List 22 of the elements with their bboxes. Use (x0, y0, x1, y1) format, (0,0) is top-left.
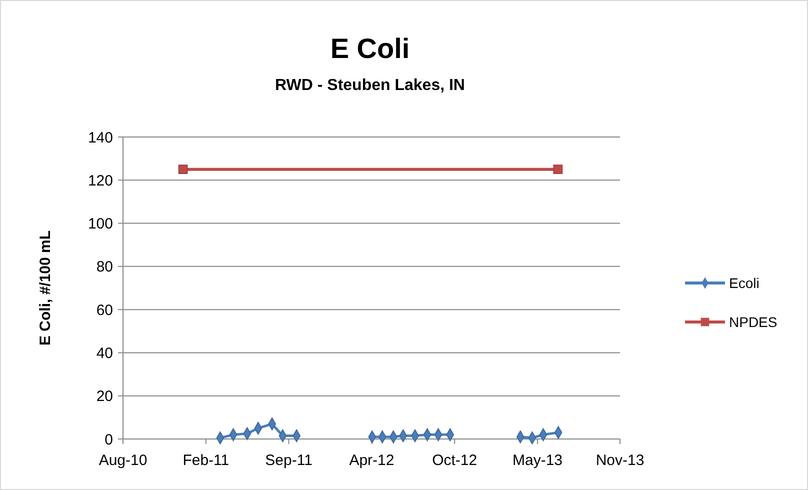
chart-title: E Coli (330, 33, 410, 64)
x-tick-label: Feb-11 (182, 452, 230, 469)
x-tick-label: Apr-12 (349, 452, 394, 469)
legend-label: NPDES (729, 314, 778, 330)
chart-subtitle: RWD - Steuben Lakes, IN (275, 77, 465, 94)
point (178, 164, 188, 174)
y-tick-label: 80 (96, 258, 113, 276)
x-tick-label: Oct-12 (432, 452, 478, 469)
y-tick-label: 60 (96, 302, 113, 319)
y-tick-label: 20 (96, 388, 113, 406)
legend-label: Ecoli (729, 274, 760, 291)
y-tick-label: 0 (104, 431, 113, 448)
y-tick-label: 120 (88, 172, 113, 190)
x-tick-label: May-13 (512, 452, 563, 469)
x-tick-label: Sep-11 (265, 452, 312, 469)
y-tick-label: 140 (88, 129, 113, 146)
y-axis-title: E Coli, #/100 mL (37, 230, 54, 346)
y-tick-label: 40 (96, 344, 113, 362)
x-tick-label: Aug-10 (98, 452, 148, 469)
point (553, 164, 563, 174)
y-tick-label: 100 (88, 216, 113, 233)
x-tick-label: Nov-13 (596, 452, 644, 469)
